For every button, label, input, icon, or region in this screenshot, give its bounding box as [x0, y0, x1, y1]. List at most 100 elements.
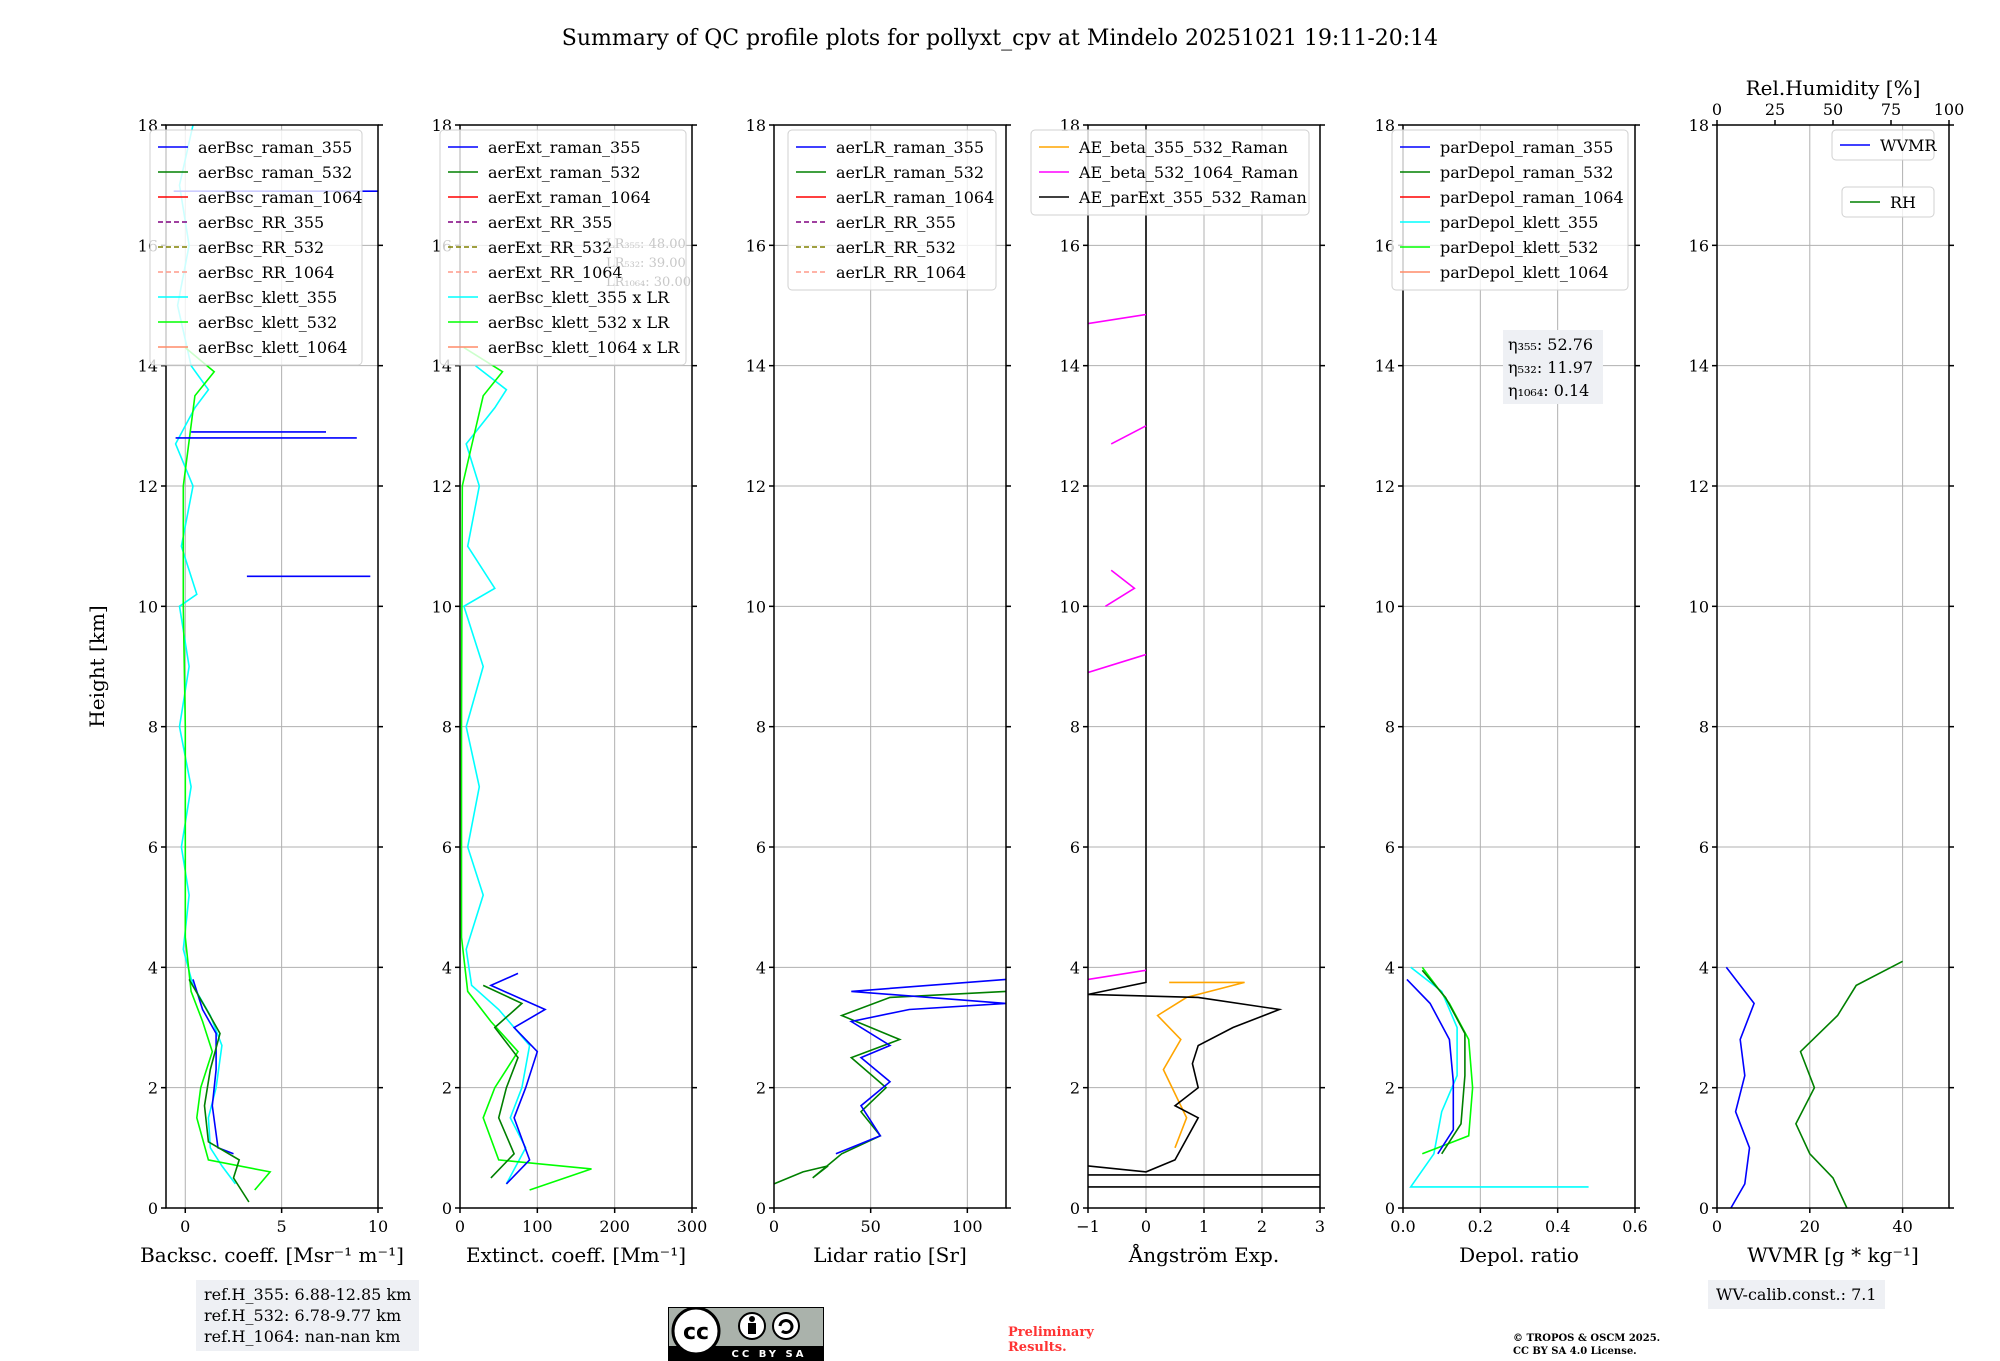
series-AE_beta_532_1064_Raman_e: [1088, 313, 1147, 325]
ytick-label: 0: [756, 1199, 766, 1218]
ytick-label: 18: [1689, 116, 1709, 135]
ytick-label: 8: [1385, 718, 1395, 737]
preliminary-results-note: Preliminary Results.: [1008, 1325, 1094, 1355]
legend-lr: aerLR_raman_355 aerLR_raman_532 aerLR_rama…: [787, 129, 997, 291]
ytick-label: 4: [756, 958, 766, 977]
legend-label: aerLR_raman_1064: [836, 188, 994, 207]
series-group-ae: [1088, 125, 1320, 1188]
series-parDepol_raman_532: [1421, 969, 1466, 1155]
ytick-label: 14: [1060, 357, 1080, 376]
ytick-label: 6: [442, 838, 452, 857]
xtick-label: 20: [1800, 1217, 1820, 1236]
legend-label: aerLR_RR_532: [836, 238, 956, 257]
legend-label: aerBsc_klett_532: [198, 313, 337, 332]
legend-label: aerBsc_raman_355: [198, 138, 352, 157]
series-group-depol: [1406, 966, 1589, 1188]
eta-annotation: η₃₅₅: 52.76 η₅₃₂: 11.97 η₁₀₆₄: 0.14: [1503, 330, 1603, 404]
top-axis-label: Rel.Humidity [%]: [1746, 76, 1921, 100]
legend-bsc: aerBsc_raman_355 aerBsc_raman_532 aerBsc_r…: [149, 129, 363, 366]
xtick-label: −1: [1076, 1217, 1100, 1236]
ytick-label: 2: [442, 1079, 452, 1098]
eta-label: η₃₅₅: 52.76: [1508, 335, 1593, 354]
legend-label: aerBsc_klett_355: [198, 288, 337, 307]
ytick-label: 10: [1375, 597, 1395, 616]
legend-label: aerLR_RR_355: [836, 213, 956, 232]
ytick-label: 14: [1375, 357, 1395, 376]
legend-frame: [1391, 129, 1629, 291]
ytick-label: 10: [432, 597, 452, 616]
xtick-label: 0: [1141, 1217, 1151, 1236]
legend-label: aerBsc_klett_1064 x LR: [488, 338, 680, 357]
xtick-label: 3: [1315, 1217, 1325, 1236]
ytick-label: 0: [1385, 1199, 1395, 1218]
ytick-label: 2: [1070, 1079, 1080, 1098]
cc-by-sa-logo: cc CC BY SA: [668, 1307, 824, 1361]
legend-frame: [787, 129, 997, 291]
legend-label: aerLR_raman_532: [836, 163, 984, 182]
ytick-label: 8: [148, 718, 158, 737]
ytick-label: 4: [1385, 958, 1395, 977]
xtick-label: 5: [277, 1217, 287, 1236]
ytick-label: 16: [1375, 236, 1395, 255]
series-group-lr: [774, 978, 1006, 1185]
ytick-label: 0: [442, 1199, 452, 1218]
xtick-label: 0.4: [1545, 1217, 1570, 1236]
ytick-label: 14: [746, 357, 766, 376]
legend-label: parDepol_klett_355: [1440, 213, 1598, 232]
legend-label: aerBsc_klett_1064: [198, 338, 347, 357]
xtick-label: 0.0: [1390, 1217, 1415, 1236]
legend-ext: aerExt_raman_355 aerExt_raman_532 aerExt_r…: [439, 129, 687, 366]
ytick-label: 12: [1060, 477, 1080, 496]
preliminary-line-2: Results.: [1008, 1340, 1067, 1355]
series-aerBsc_klett_532: [182, 346, 272, 1191]
legend-label: AE_beta_532_1064_Raman: [1078, 163, 1298, 182]
legend-label: RH: [1890, 193, 1916, 212]
series-AE_beta_355_532_Raman: [1156, 981, 1245, 1149]
series-aerLR_raman_532: [774, 990, 1006, 1185]
top-xtick-label: 50: [1823, 100, 1843, 119]
xtick-label: 0: [180, 1217, 190, 1236]
ytick-label: 6: [1385, 838, 1395, 857]
xaxis-label-ext: Extinct. coeff. [Mm⁻¹]: [466, 1243, 686, 1267]
series-AE_beta_532_1064_Raman_b: [1088, 653, 1147, 674]
eta-box: [1503, 330, 1603, 404]
legend-label: WVMR: [1880, 136, 1937, 155]
top-xtick-label: 100: [1934, 100, 1965, 119]
ytick-label: 8: [442, 718, 452, 737]
axes-frame: [1402, 124, 1636, 1209]
lr-annotation: LR₅₃₂: 39.00: [606, 256, 686, 271]
xtick-label: 0: [1712, 1217, 1722, 1236]
xtick-label: 300: [677, 1217, 708, 1236]
legend-label: aerLR_RR_1064: [836, 263, 966, 282]
top-xtick-label: 0: [1712, 100, 1722, 119]
ytick-label: 6: [1070, 838, 1080, 857]
refh-532: ref.H_532: 6.78-9.77 km: [204, 1306, 402, 1325]
ytick-label: 10: [1060, 597, 1080, 616]
figure-title: Summary of QC profile plots for pollyxt_…: [562, 26, 1438, 51]
axes-frame: [1716, 124, 1950, 1209]
series-parDepol_raman_355: [1406, 978, 1455, 1155]
series-aerBsc_klett_355 x LR: [462, 365, 531, 1185]
ytick-label: 4: [1699, 958, 1709, 977]
svg-text:cc: cc: [683, 1320, 709, 1345]
ytick-label: 6: [148, 838, 158, 857]
ytick-label: 12: [138, 477, 158, 496]
ytick-label: 6: [756, 838, 766, 857]
copyright-line-1: © TROPOS & OSCM 2025.: [1513, 1333, 1661, 1344]
legend-label: aerBsc_klett_532 x LR: [488, 313, 670, 332]
xaxis-label-depol: Depol. ratio: [1459, 1243, 1579, 1267]
ytick-label: 18: [746, 116, 766, 135]
ytick-label: 2: [1699, 1079, 1709, 1098]
legend-label: parDepol_klett_1064: [1440, 263, 1609, 282]
xtick-label: 100: [952, 1217, 983, 1236]
xaxis-label-wv: WVMR [g * kg⁻¹]: [1747, 1243, 1919, 1267]
lr-annotation: LR₁₀₆₄: 30.00: [606, 275, 691, 290]
legend-label: aerExt_RR_532: [488, 238, 612, 257]
top-xtick-label: 75: [1881, 100, 1901, 119]
xtick-label: 50: [860, 1217, 880, 1236]
series-AE_beta_532_1064_Raman_d: [1110, 425, 1147, 445]
legend-label: parDepol_raman_1064: [1440, 188, 1624, 207]
ytick-label: 8: [1699, 718, 1709, 737]
preliminary-line-1: Preliminary: [1008, 1325, 1094, 1340]
